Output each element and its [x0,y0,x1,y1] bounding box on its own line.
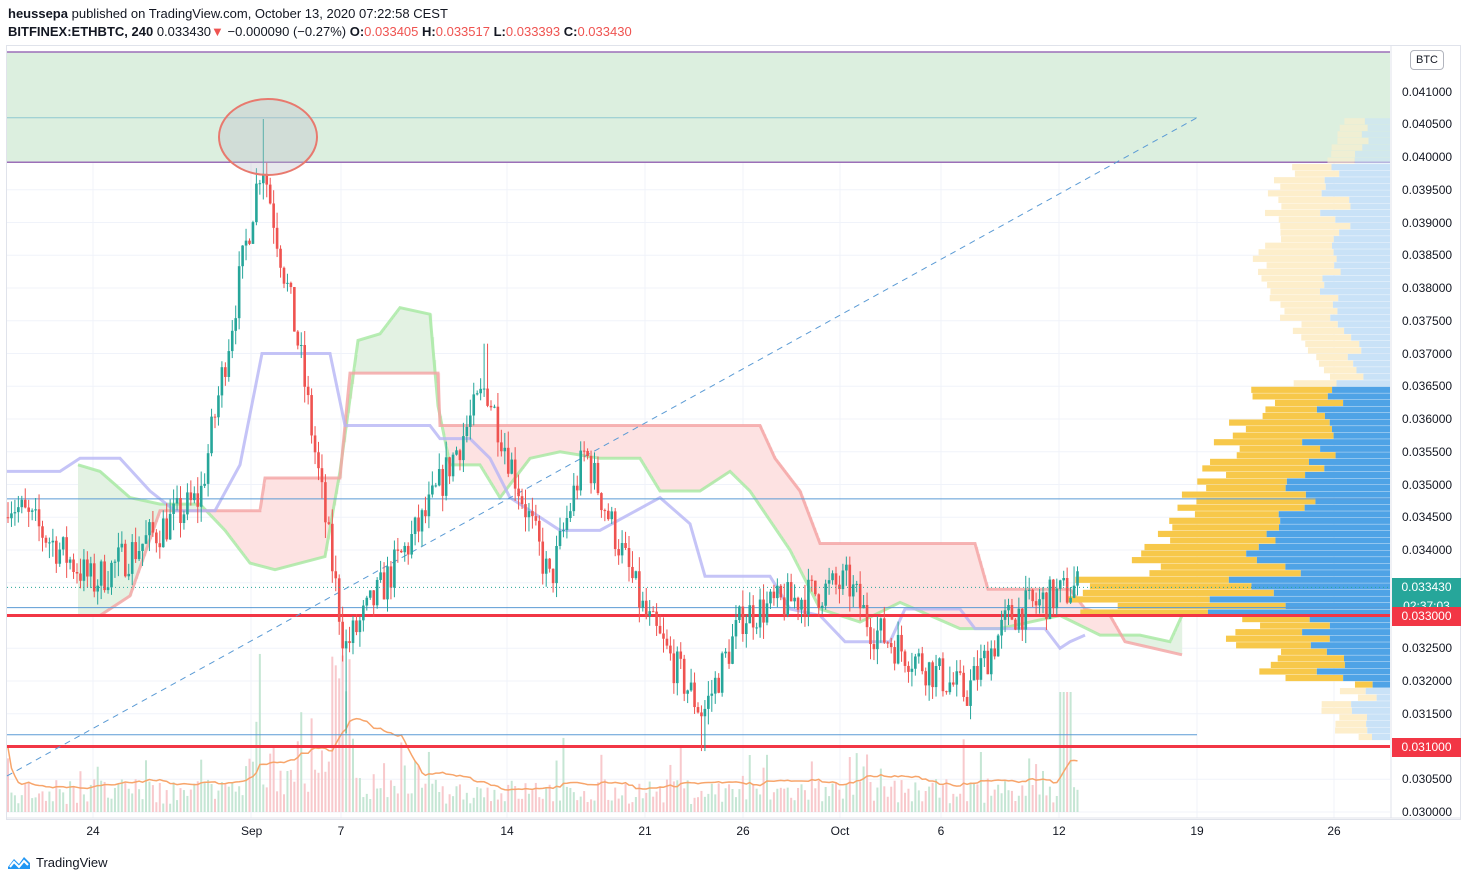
time-axis-label: 6 [937,824,945,838]
last-price: 0.033430 [156,24,212,39]
open-value: 0.033405 [364,24,419,39]
time-axis-label: 7 [337,824,345,838]
symbol-label[interactable]: BITFINEX:ETHBTC, 240 [8,24,154,39]
currency-unit-badge[interactable]: BTC [1410,50,1444,70]
low-label: L: [493,24,506,39]
price-axis-label: 0.036000 [1402,412,1453,426]
brand-name: TradingView [36,854,108,870]
price-axis-label: 0.040000 [1402,150,1453,164]
price-axis-label: 0.039500 [1402,182,1453,197]
tradingview-cloud-icon [8,857,30,869]
volume-ma-line [7,717,1078,791]
close-value: 0.033430 [577,24,632,39]
chart-frame[interactable] [6,45,1461,820]
price-axis-label: 0.036500 [1402,379,1453,394]
resistance-zone[interactable] [7,52,1390,163]
time-axis-label: 24 [86,824,100,838]
down-arrow-icon: ▼ [211,24,224,39]
close-label: C: [563,24,578,39]
volume-pane [7,653,1079,812]
tradingview-logo[interactable]: TradingView [6,854,108,870]
low-value: 0.033393 [505,24,561,39]
price-axis-label: 0.035500 [1402,444,1453,459]
time-axis-label: Oct [830,824,850,838]
price-axis-label: 0.037500 [1402,313,1453,328]
price-axis-label: 0.038000 [1402,281,1453,295]
volume-profile [1068,118,1390,741]
ohlc-line: BITFINEX:ETHBTC, 240 0.033430▼ −0.000090… [8,23,632,41]
high-label: H: [422,24,436,39]
price-axis-label: 0.040500 [1402,117,1453,132]
time-axis-label: 21 [638,824,652,838]
top-highlight-ellipse[interactable] [218,98,318,176]
price-axis-label: 0.032000 [1402,674,1453,688]
price-axis-label: 0.038500 [1402,248,1453,263]
price-axis-label: 0.032500 [1402,641,1453,656]
time-axis-label: 12 [1052,824,1066,838]
price-axis-label: 0.037000 [1402,346,1453,361]
price-tag: 0.033430 [1392,578,1461,598]
price-change: −0.000090 (−0.27%) [227,24,347,39]
dashed-trendline[interactable] [6,117,1198,777]
price-tag: 0.031000 [1392,737,1461,757]
time-axis-label: 19 [1190,824,1204,838]
price-axis-label: 0.030000 [1402,805,1453,819]
time-axis-label: 26 [1327,824,1341,838]
publisher-name[interactable]: heussepa [8,6,68,21]
published-text: published on TradingView.com, October 13… [71,6,448,21]
price-axis-label: 0.034000 [1402,543,1453,557]
price-axis-label: 0.041000 [1402,84,1453,99]
publish-line: heussepa published on TradingView.com, O… [8,5,632,23]
time-axis-label: Sep [241,824,263,838]
open-label: O: [349,24,365,39]
candlesticks [6,119,1079,752]
time-axis-label: 26 [736,824,750,838]
price-axis-label: 0.039000 [1402,215,1453,230]
price-axis-label: 0.030500 [1402,772,1453,787]
price-tag: 0.033000 [1392,606,1461,626]
price-axis-label: 0.035000 [1402,477,1453,492]
high-value: 0.033517 [435,24,490,39]
price-axis-label: 0.034500 [1402,510,1453,525]
time-axis-label: 14 [500,824,514,838]
chart-header: heussepa published on TradingView.com, O… [8,5,632,41]
price-axis-label: 0.031500 [1402,706,1453,721]
